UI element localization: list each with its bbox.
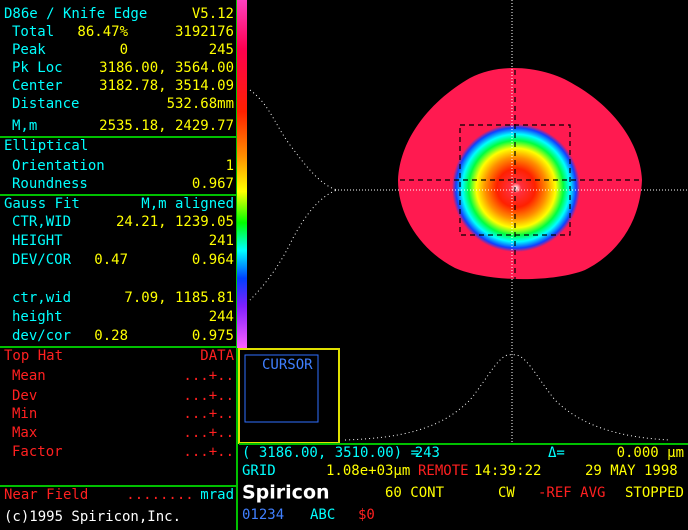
abc: ABC [310, 507, 335, 523]
row-label: Peak [12, 42, 46, 58]
row-label: Factor [12, 444, 63, 460]
section-title: Elliptical [4, 138, 88, 154]
grid-label: GRID [242, 463, 276, 479]
row-value: 1 [226, 158, 234, 174]
color-bar [237, 0, 247, 348]
row-label: DEV/COR [12, 252, 72, 268]
row-value: 241 [209, 233, 234, 249]
frame-rate: 60 CONT [385, 485, 445, 501]
row-value: 244 [209, 309, 234, 325]
grid-overlay [400, 70, 640, 290]
row-label: Max [12, 425, 37, 441]
near-field-label: Near Field [4, 487, 88, 503]
row-value: 245 [209, 42, 234, 58]
beam-mode: CW [498, 485, 515, 501]
row-value: 0.975 [192, 328, 234, 344]
cursor-coords: ( 3186.00, 3510.00) = [242, 445, 419, 461]
row-label: M,m [12, 118, 37, 134]
near-field-unit: mrad [200, 487, 234, 503]
row-label: Min [12, 406, 37, 422]
crosshair [335, 0, 688, 442]
row-label: dev/cor [12, 328, 71, 344]
row-label: Mean [12, 368, 46, 384]
cursor-label: CURSOR [262, 357, 313, 373]
beam-core [452, 124, 580, 252]
row-value: ...+.. [183, 406, 234, 422]
version: V5.12 [192, 6, 234, 22]
row-value: 3182.78, 3514.09 [99, 78, 234, 94]
row-label: Distance [12, 96, 79, 112]
row-value: 3186.00, 3564.00 [99, 60, 234, 76]
cursor-level: 243 [415, 445, 440, 461]
row-value: 3192176 [175, 24, 234, 40]
gauss-mode: M,m aligned [141, 196, 234, 212]
time: 14:39:22 [474, 463, 541, 479]
y-profile [344, 354, 671, 441]
date: 29 MAY 1998 [585, 463, 678, 479]
row-value: 2535.18, 2429.77 [99, 118, 234, 134]
row-value: ...+.. [183, 368, 234, 384]
row-value: 0.964 [192, 252, 234, 268]
row-mid: 86.47% [77, 24, 128, 40]
cursor-inner [244, 354, 319, 423]
near-field-value: ........ [126, 487, 193, 503]
row-value: ...+.. [183, 388, 234, 404]
row-mid: 0 [120, 42, 128, 58]
row-label: Center [12, 78, 63, 94]
reference: -REF AVG [538, 485, 605, 501]
row-value: ...+.. [183, 444, 234, 460]
row-value: 532.68mm [167, 96, 234, 112]
brand-logo: Spiricon [242, 482, 330, 504]
row-label: Pk Loc [12, 60, 63, 76]
row-mid: 0.47 [94, 252, 128, 268]
row-label: HEIGHT [12, 233, 63, 249]
delta-label: Δ= [548, 445, 565, 461]
row-mid: 0.28 [94, 328, 128, 344]
channels: 01234 [242, 507, 284, 523]
section-title: Top Hat [4, 348, 63, 364]
tophat-source: DATA [200, 348, 234, 364]
row-label: CTR,WID [12, 214, 71, 230]
x-profile [249, 89, 339, 301]
row-value: 7.09, 1185.81 [124, 290, 234, 306]
row-label: Dev [12, 388, 37, 404]
row-label: Orientation [12, 158, 105, 174]
row-value: 0.967 [192, 176, 234, 192]
delta-value: 0.000 µm [617, 445, 684, 461]
row-value: 24.21, 1239.05 [116, 214, 234, 230]
grid-value: 1.08e+03µm [326, 463, 410, 479]
run-state: STOPPED [625, 485, 684, 501]
remote-mode: REMOTE [418, 463, 469, 479]
row-label: Total [12, 24, 54, 40]
row-label: ctr,wid [12, 290, 71, 306]
row-label: height [12, 309, 63, 325]
s-register: $0 [358, 507, 375, 523]
row-label: Roundness [12, 176, 88, 192]
section-title: Gauss Fit [4, 196, 80, 212]
row-value: ...+.. [183, 425, 234, 441]
copyright: (c)1995 Spiricon,Inc. [4, 509, 181, 525]
mode-title: D86e / Knife Edge [4, 6, 147, 22]
